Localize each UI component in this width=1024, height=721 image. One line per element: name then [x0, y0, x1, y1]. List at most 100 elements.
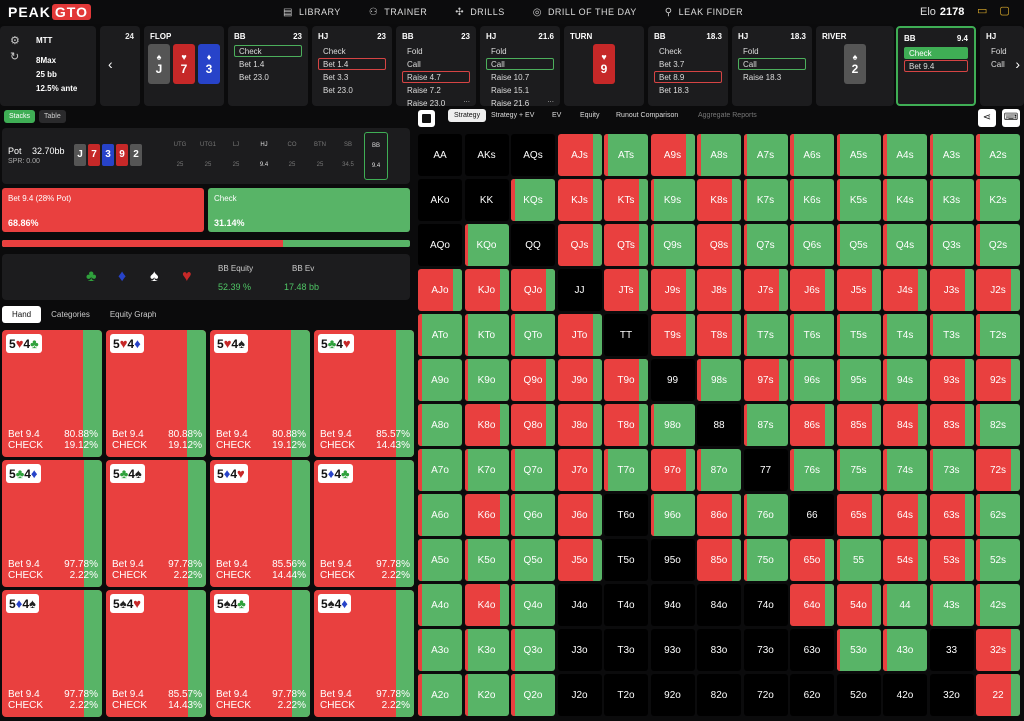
grid-tab-strategy[interactable]: Strategy [448, 109, 487, 122]
range-cell[interactable]: K3s [929, 179, 974, 221]
range-cell[interactable]: J9o [557, 359, 602, 401]
hand-combo[interactable]: 5 ♥ 4 ♠ Bet 9.4 80.88% CHECK 19.12% [210, 330, 310, 457]
range-cell[interactable]: 93s [929, 359, 974, 401]
nav-drill-of-the-day[interactable]: ◎ DRILL OF THE DAY [533, 7, 637, 18]
range-cell[interactable]: T7s [743, 314, 788, 356]
range-cell[interactable]: JJ [557, 269, 602, 311]
range-cell[interactable]: J5s [836, 269, 881, 311]
range-cell[interactable]: T3s [929, 314, 974, 356]
action-option[interactable]: Raise 15.1 [491, 86, 530, 95]
hand-combo[interactable]: 5 ♣ 4 ♥ Bet 9.4 85.57% CHECK 14.43% [314, 330, 414, 457]
range-cell[interactable]: A5o [418, 539, 462, 581]
range-cell[interactable]: 73s [929, 449, 974, 491]
range-cell[interactable]: 54s [883, 539, 927, 581]
range-cell[interactable]: 86o [697, 494, 741, 536]
grid-tab-aggregate-reports[interactable]: Aggregate Reports [698, 112, 757, 119]
range-cell[interactable]: A4o [418, 584, 462, 626]
suit-filter-icon[interactable]: ♥ [182, 268, 192, 285]
range-cell[interactable]: 94o [650, 584, 695, 626]
seat-hj[interactable]: HJ 9.4 [252, 132, 276, 180]
range-cell[interactable]: 76s [790, 449, 834, 491]
tab-equity-graph[interactable]: Equity Graph [109, 310, 157, 319]
range-cell[interactable]: 63s [929, 494, 974, 536]
action-option[interactable]: Check [659, 47, 682, 56]
more-icon[interactable]: ... [463, 95, 470, 104]
range-cell[interactable]: J9s [650, 269, 695, 311]
range-cell[interactable]: Q2o [511, 674, 555, 716]
range-cell[interactable]: QJo [511, 269, 555, 311]
range-cell[interactable]: 62o [790, 674, 834, 716]
range-cell[interactable]: 99 [650, 359, 695, 401]
range-cell[interactable]: 73o [743, 629, 788, 671]
range-cell[interactable]: T6o [604, 494, 648, 536]
notification-icon[interactable]: ▢ [999, 5, 1010, 17]
range-cell[interactable]: 92s [976, 359, 1020, 401]
range-cell[interactable]: A3s [929, 134, 974, 176]
chevron-right-icon[interactable]: › [1015, 56, 1020, 72]
range-cell[interactable]: J8s [697, 269, 741, 311]
range-cell[interactable]: K2o [464, 674, 509, 716]
grid-tab-strategy-ev[interactable]: Strategy + EV [491, 112, 535, 119]
range-cell[interactable]: 92o [650, 674, 695, 716]
street-card-turn[interactable]: TURN ♥ 9 [564, 26, 644, 106]
range-cell[interactable]: 75o [743, 539, 788, 581]
range-cell[interactable]: 98o [650, 404, 695, 446]
tab-table[interactable]: Table [39, 110, 66, 123]
street-card-flop[interactable]: FLOP ♠ J ♥ 7 ♦ 3 [144, 26, 224, 106]
action-option[interactable]: Bet 23.0 [239, 73, 269, 82]
action-option[interactable]: Bet 8.9 [654, 71, 722, 83]
share-icon[interactable]: ⋖ [978, 109, 996, 127]
range-cell[interactable]: 52o [836, 674, 881, 716]
hand-combo[interactable]: 5 ♣ 4 ♦ Bet 9.4 97.78% CHECK 2.22% [2, 460, 102, 587]
range-cell[interactable]: A9s [650, 134, 695, 176]
range-cell[interactable]: Q8s [697, 224, 741, 266]
street-card-bb[interactable]: BB 18.3 Check Bet 3.7 Bet 8.9 Bet 18.3 [648, 26, 728, 106]
range-cell[interactable]: 96s [790, 359, 834, 401]
range-cell[interactable]: 74s [883, 449, 927, 491]
range-cell[interactable]: KTs [604, 179, 648, 221]
range-cell[interactable]: J7o [557, 449, 602, 491]
nav-trainer[interactable]: ⚇ TRAINER [369, 7, 427, 18]
action-option[interactable]: Fold [407, 47, 423, 56]
street-card-bb[interactable]: BB 23 Fold Call Raise 4.7 Raise 7.2 Raise 23.0… [396, 26, 476, 108]
range-cell[interactable]: KTo [464, 314, 509, 356]
street-card-hj[interactable]: HJ 21.6 Fold Call Raise 10.7 Raise 15.1 Raise … [480, 26, 560, 108]
action-option[interactable]: Check [904, 47, 968, 59]
bet-frequency-bar[interactable]: Bet 9.4 (28% Pot) 68.86% [2, 188, 204, 232]
range-cell[interactable]: ATo [418, 314, 462, 356]
range-cell[interactable]: 66 [790, 494, 834, 536]
range-cell[interactable]: J6s [790, 269, 834, 311]
range-cell[interactable]: KJo [464, 269, 509, 311]
action-option[interactable]: Bet 18.3 [659, 86, 689, 95]
range-cell[interactable]: 32o [929, 674, 974, 716]
street-card-hj[interactable]: HJ 18.3 Fold Call Raise 18.3 [732, 26, 812, 106]
range-cell[interactable]: T8o [604, 404, 648, 446]
range-cell[interactable]: 42o [883, 674, 927, 716]
street-card-prev[interactable]: 24 ‹ [100, 26, 140, 106]
range-cell[interactable]: T6s [790, 314, 834, 356]
range-cell[interactable]: T9o [604, 359, 648, 401]
action-option[interactable]: Bet 23.0 [323, 86, 353, 95]
range-cell[interactable]: 43o [883, 629, 927, 671]
seat-bb[interactable]: BB 9.4 [364, 132, 388, 180]
range-cell[interactable]: KQo [464, 224, 509, 266]
street-card-bb[interactable]: BB 23 Check Bet 1.4 Bet 23.0 [228, 26, 308, 106]
range-cell[interactable]: K8s [697, 179, 741, 221]
range-cell[interactable]: A7s [743, 134, 788, 176]
refresh-icon[interactable]: ↻ [10, 51, 20, 63]
hand-combo[interactable]: 5 ♦ 4 ♥ Bet 9.4 85.56% CHECK 14.44% [210, 460, 310, 587]
range-cell[interactable]: 93o [650, 629, 695, 671]
range-cell[interactable]: 32s [976, 629, 1020, 671]
range-cell[interactable]: 87o [697, 449, 741, 491]
range-cell[interactable]: QTo [511, 314, 555, 356]
hand-combo[interactable]: 5 ♥ 4 ♣ Bet 9.4 80.88% CHECK 19.12% [2, 330, 102, 457]
range-cell[interactable]: J4s [883, 269, 927, 311]
range-cell[interactable]: 64s [883, 494, 927, 536]
range-cell[interactable]: A9o [418, 359, 462, 401]
range-cell[interactable]: 72o [743, 674, 788, 716]
suit-filter-icon[interactable]: ♠ [150, 268, 159, 285]
range-cell[interactable]: A6o [418, 494, 462, 536]
action-option[interactable]: Call [991, 60, 1005, 69]
range-cell[interactable]: KQs [511, 179, 555, 221]
range-cell[interactable]: 72s [976, 449, 1020, 491]
